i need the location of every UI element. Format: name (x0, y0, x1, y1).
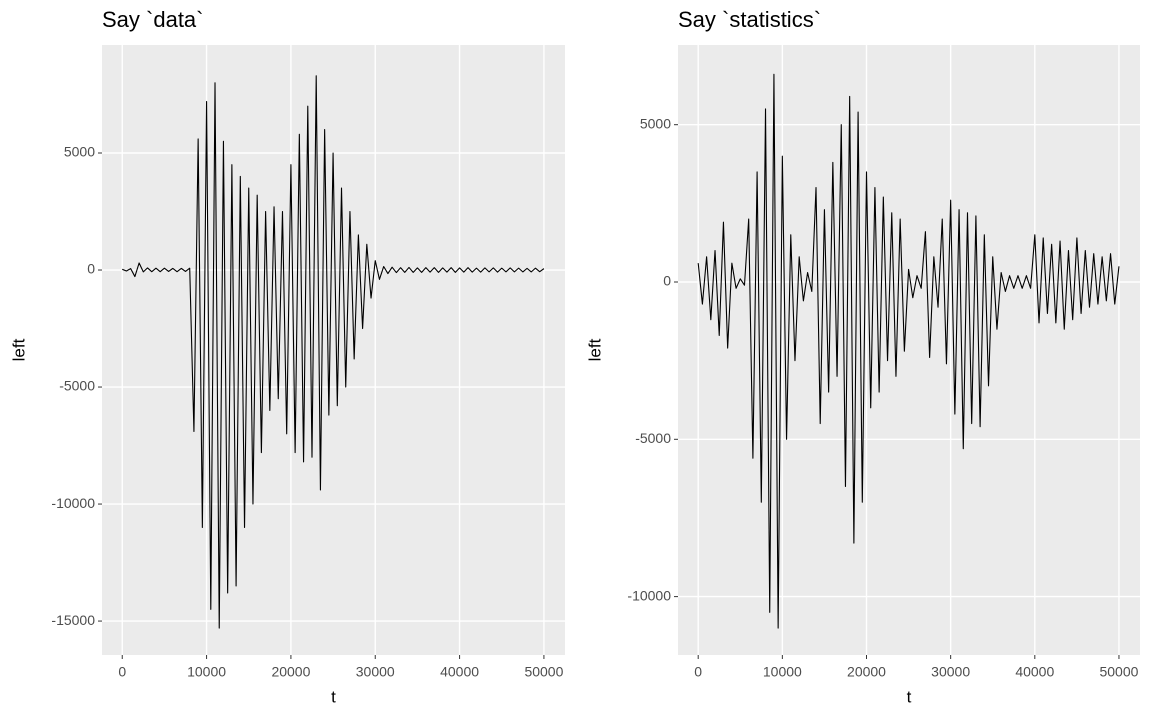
y-tick-label: 0 (663, 273, 671, 289)
y-tick-label: 5000 (64, 144, 95, 160)
x-tick-label: 30000 (356, 664, 395, 680)
x-axis-title: t (907, 687, 912, 706)
plot-panel (678, 45, 1140, 655)
x-tick-label: 10000 (763, 664, 802, 680)
y-tick-label: 5000 (640, 115, 671, 131)
chart-title: Say `statistics` (678, 7, 821, 32)
x-tick-label: 20000 (847, 664, 886, 680)
x-tick-label: 50000 (1099, 664, 1138, 680)
y-axis-title: left (9, 338, 28, 361)
y-tick-label: -15000 (51, 612, 95, 628)
x-tick-label: 30000 (931, 664, 970, 680)
y-tick-label: -10000 (51, 495, 95, 511)
x-tick-label: 40000 (1015, 664, 1054, 680)
y-tick-label: 0 (87, 261, 95, 277)
y-tick-label: -5000 (59, 378, 95, 394)
x-tick-label: 0 (118, 664, 126, 680)
y-axis-title: left (585, 338, 604, 361)
x-axis-title: t (331, 687, 336, 706)
x-tick-label: 50000 (524, 664, 563, 680)
y-tick-label: -5000 (635, 430, 671, 446)
chart-title: Say `data` (102, 7, 204, 32)
x-tick-label: 40000 (440, 664, 479, 680)
x-tick-label: 0 (694, 664, 702, 680)
plot-panel (102, 45, 565, 655)
x-tick-label: 10000 (187, 664, 226, 680)
waveform-line (697, 73, 1120, 629)
y-tick-label: -10000 (627, 587, 671, 603)
waveform-line (122, 75, 545, 629)
x-tick-label: 20000 (271, 664, 310, 680)
